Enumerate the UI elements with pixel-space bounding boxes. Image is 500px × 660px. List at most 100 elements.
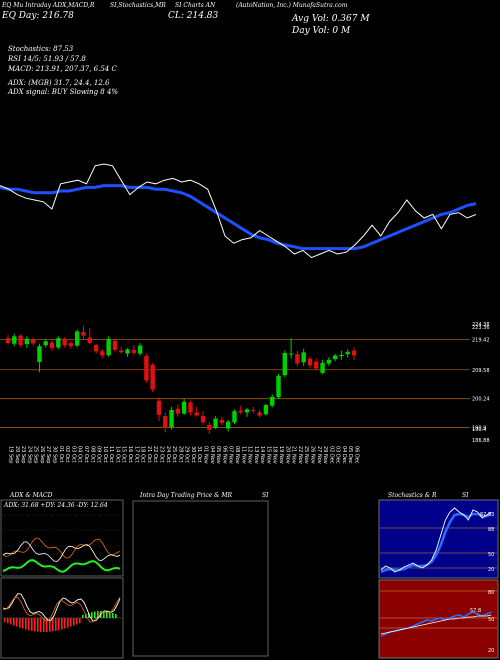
- avg-volume: Avg Vol: 0.367 M: [292, 14, 370, 24]
- date-label: 05 Nov: [215, 446, 221, 464]
- candle-body: [106, 338, 111, 356]
- date-label: 25 Oct: [171, 446, 177, 463]
- candle-body: [282, 353, 287, 376]
- candle-body: [188, 402, 193, 413]
- close-price: CL: 214.83: [168, 11, 219, 21]
- date-label: 19 Sep: [8, 446, 14, 463]
- candle-body: [244, 409, 250, 413]
- candle-body: [175, 408, 181, 414]
- adx-values-label: ADX: 31.68 +DY: 24.36 -DY: 12.64: [3, 502, 108, 509]
- candle-body: [12, 336, 17, 344]
- stoch-level-label: 50: [488, 552, 494, 558]
- macd-line: [2, 593, 121, 622]
- macd-histogram-bar: [94, 611, 96, 618]
- macd-histogram-bar: [82, 615, 84, 618]
- intraday-panel-title-si: SI: [262, 492, 269, 499]
- date-label: 14 Oct: [114, 446, 120, 463]
- macd-histogram-bar: [52, 618, 54, 632]
- macd-histogram-bar: [46, 618, 48, 632]
- date-label: 27 Nov: [316, 446, 322, 464]
- candle-body: [112, 340, 118, 350]
- macd-histogram-bar: [73, 618, 75, 626]
- date-label: 28 Oct: [177, 446, 183, 463]
- date-label: 11 Nov: [240, 446, 246, 464]
- macd-histogram-bar: [112, 613, 114, 618]
- macd-histogram-bar: [10, 618, 12, 625]
- intraday-panel-title: Intra Day Trading Price & MR: [140, 492, 233, 499]
- date-label: 25 Sep: [33, 446, 39, 463]
- macd-histogram-bar: [55, 618, 57, 631]
- candle-body: [150, 364, 155, 390]
- candle-body: [37, 346, 42, 362]
- candle-body: [24, 338, 30, 345]
- date-label: 07 Oct: [83, 446, 89, 463]
- stoch-panel-title: Stochastics & R: [388, 492, 437, 499]
- date-label: 23 Sep: [20, 446, 26, 463]
- candle-body: [326, 359, 332, 364]
- candle-body: [68, 343, 74, 347]
- macd-histogram-bar: [22, 618, 24, 629]
- macd-histogram-bar: [37, 618, 39, 632]
- macd-histogram-bar: [91, 612, 93, 618]
- macd-histogram-bar: [79, 618, 81, 624]
- intraday-panel-frame: [132, 500, 269, 657]
- candle-body: [263, 404, 269, 415]
- price-axis-label: 209.58: [472, 368, 490, 374]
- macd-signal-line: [2, 596, 121, 623]
- stoch-marker: 87.53: [480, 512, 494, 518]
- candle-body: [169, 409, 174, 428]
- candle-body: [307, 358, 313, 366]
- candle-body: [320, 362, 325, 373]
- candle-body: [270, 396, 275, 406]
- date-label: 12 Nov: [247, 446, 253, 464]
- candle-body: [156, 400, 162, 415]
- date-label: 15 Nov: [265, 446, 271, 464]
- price-axis-label: 190.4: [472, 427, 486, 433]
- stochastics-readout: Stochastics: 87.53: [8, 45, 74, 53]
- candle-body: [332, 355, 338, 360]
- date-label: 22 Nov: [297, 446, 303, 464]
- macd-histogram-bar: [103, 611, 105, 618]
- candle-body: [100, 351, 105, 356]
- price-axis-label: 224.38: [472, 322, 490, 328]
- date-label: 04 Nov: [209, 446, 215, 464]
- macd-histogram-bar: [106, 611, 108, 618]
- macd-histogram-bar: [109, 612, 111, 618]
- day-volume: Day Vol: 0 M: [292, 26, 351, 36]
- adx-panel-title: ADX & MACD: [10, 492, 53, 499]
- date-label: 20 Sep: [14, 446, 20, 463]
- candle-body: [345, 351, 350, 355]
- date-label: 22 Oct: [152, 446, 158, 463]
- date-label: 14 Nov: [259, 446, 265, 464]
- price-axis-label: 190.9: [472, 426, 486, 432]
- date-label: 02 Dec: [328, 446, 334, 464]
- candle-body: [207, 424, 212, 430]
- date-label: 01 Oct: [58, 446, 64, 463]
- date-label: 10 Oct: [102, 446, 108, 463]
- macd-histogram-bar: [7, 618, 9, 624]
- macd-histogram-bar: [25, 618, 27, 630]
- date-label: 18 Nov: [272, 446, 278, 464]
- adx-signal-readout: ADX signal: BUY Slowing 8 4%: [8, 88, 119, 96]
- candle-body: [131, 349, 137, 354]
- candle-body: [251, 409, 256, 412]
- candle-body: [213, 418, 218, 428]
- candle-body: [75, 331, 80, 346]
- date-label: 09 Oct: [96, 446, 102, 463]
- stoch-level-label: 88: [488, 527, 494, 533]
- candle-body: [238, 410, 243, 413]
- macd-histogram-bar: [4, 618, 6, 622]
- date-label: 01 Nov: [203, 446, 209, 464]
- candle-body: [81, 331, 86, 336]
- macd-histogram-bar: [28, 618, 30, 631]
- candle-body: [30, 339, 36, 344]
- macd-histogram-bar: [61, 618, 63, 630]
- date-label: 03 Dec: [335, 446, 341, 464]
- candle-body: [232, 411, 237, 423]
- date-label: 11 Oct: [108, 446, 114, 463]
- date-label: 29 Nov: [322, 446, 328, 464]
- date-label: 24 Oct: [165, 446, 171, 463]
- moving-average-line: [0, 184, 477, 251]
